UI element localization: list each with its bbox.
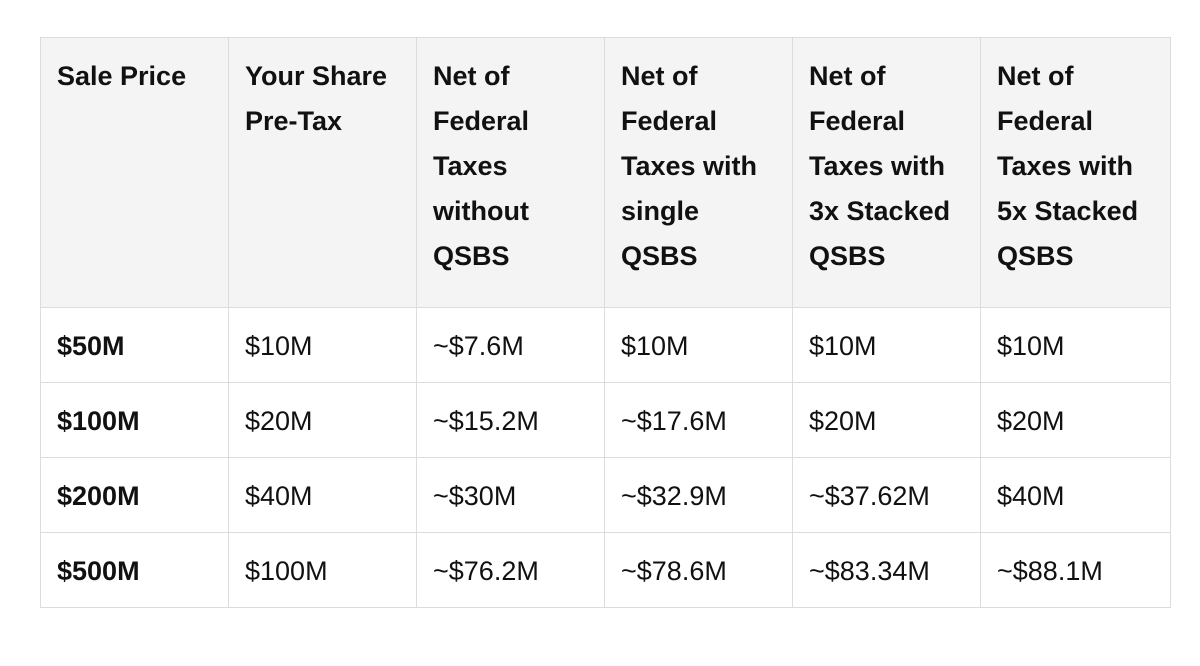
header-your-share-pre-tax: Your Share Pre-Tax xyxy=(228,37,417,308)
cell-net-5x-stacked: $10M xyxy=(980,307,1171,383)
header-sale-price: Sale Price xyxy=(40,37,229,308)
cell-sale-price: $500M xyxy=(40,532,229,608)
cell-net-single-qsbs: ~$32.9M xyxy=(604,457,793,533)
cell-sale-price: $50M xyxy=(40,307,229,383)
cell-net-3x-stacked: $20M xyxy=(792,382,981,458)
cell-net-single-qsbs: ~$17.6M xyxy=(604,382,793,458)
cell-net-5x-stacked: $20M xyxy=(980,382,1171,458)
table-row: $500M $100M ~$76.2M ~$78.6M ~$83.34M ~$8… xyxy=(40,532,1171,608)
cell-net-single-qsbs: $10M xyxy=(604,307,793,383)
cell-net-3x-stacked: $10M xyxy=(792,307,981,383)
cell-net-3x-stacked: ~$83.34M xyxy=(792,532,981,608)
cell-sale-price: $200M xyxy=(40,457,229,533)
qsbs-comparison-table: Sale Price Your Share Pre-Tax Net of Fed… xyxy=(40,37,1171,608)
header-net-single-qsbs: Net of Federal Taxes with single QSBS xyxy=(604,37,793,308)
cell-net-without-qsbs: ~$15.2M xyxy=(416,382,605,458)
cell-net-5x-stacked: $40M xyxy=(980,457,1171,533)
header-net-5x-stacked-qsbs: Net of Federal Taxes with 5x Stacked QSB… xyxy=(980,37,1171,308)
cell-net-without-qsbs: ~$76.2M xyxy=(416,532,605,608)
cell-net-without-qsbs: ~$7.6M xyxy=(416,307,605,383)
cell-your-share: $40M xyxy=(228,457,417,533)
cell-your-share: $100M xyxy=(228,532,417,608)
header-row: Sale Price Your Share Pre-Tax Net of Fed… xyxy=(40,37,1171,308)
header-net-3x-stacked-qsbs: Net of Federal Taxes with 3x Stacked QSB… xyxy=(792,37,981,308)
table-row: $200M $40M ~$30M ~$32.9M ~$37.62M $40M xyxy=(40,457,1171,533)
cell-your-share: $20M xyxy=(228,382,417,458)
table-row: $100M $20M ~$15.2M ~$17.6M $20M $20M xyxy=(40,382,1171,458)
cell-net-3x-stacked: ~$37.62M xyxy=(792,457,981,533)
cell-your-share: $10M xyxy=(228,307,417,383)
cell-net-without-qsbs: ~$30M xyxy=(416,457,605,533)
header-net-without-qsbs: Net of Federal Taxes without QSBS xyxy=(416,37,605,308)
cell-net-single-qsbs: ~$78.6M xyxy=(604,532,793,608)
cell-net-5x-stacked: ~$88.1M xyxy=(980,532,1171,608)
cell-sale-price: $100M xyxy=(40,382,229,458)
table-body: $50M $10M ~$7.6M $10M $10M $10M $100M $2… xyxy=(40,307,1171,608)
table-header: Sale Price Your Share Pre-Tax Net of Fed… xyxy=(40,37,1171,308)
qsbs-comparison-table-container: Sale Price Your Share Pre-Tax Net of Fed… xyxy=(40,37,1171,608)
table-row: $50M $10M ~$7.6M $10M $10M $10M xyxy=(40,307,1171,383)
